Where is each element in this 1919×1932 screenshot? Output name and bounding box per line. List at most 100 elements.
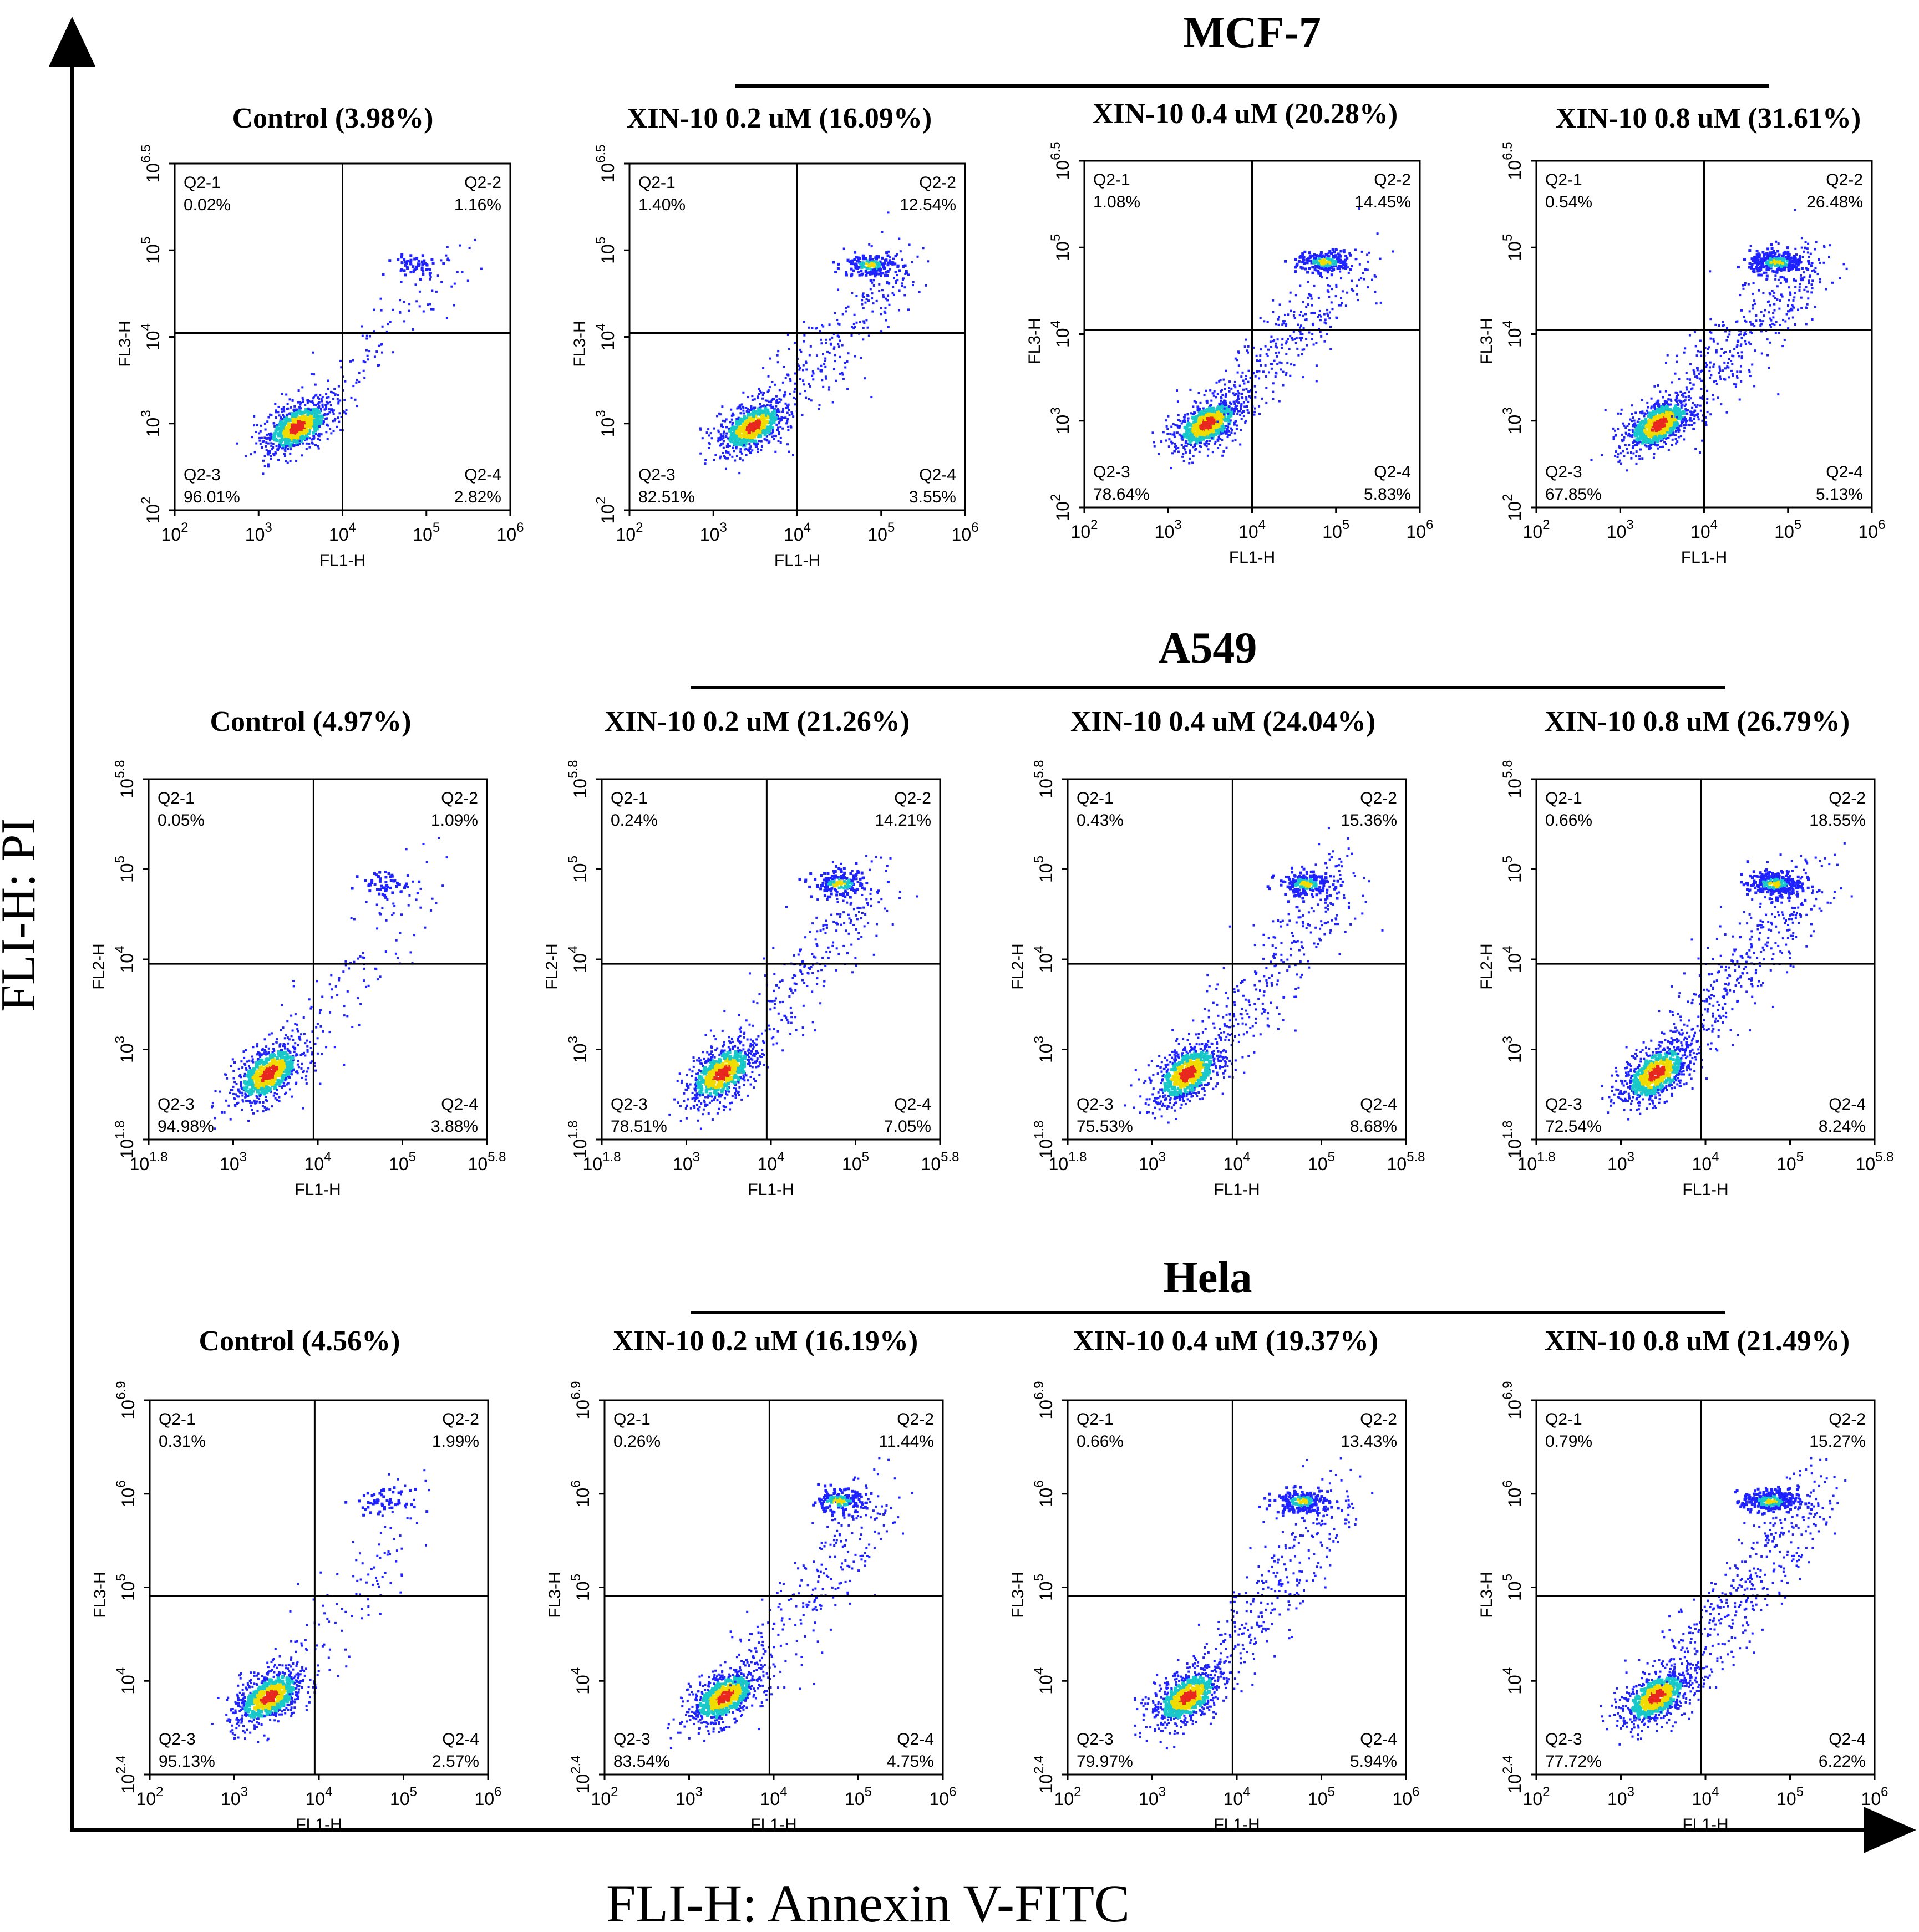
event-dot [1768,268,1770,271]
event-dot [307,410,311,414]
event-dot [308,443,311,445]
event-dot [276,1089,278,1091]
event-dot [1779,324,1781,326]
event-dot [1688,390,1690,393]
event-dot [1722,321,1724,323]
event-dot [296,408,298,411]
event-dot [1751,363,1754,366]
event-dot [713,427,715,430]
event-dot [870,260,874,263]
event-dot [1765,252,1769,255]
event-dot [387,323,389,326]
event-dot [879,267,882,271]
event-dot [1185,430,1189,434]
event-dot [303,415,307,419]
event-dot [1179,425,1181,428]
event-dot [773,438,775,440]
event-dot [887,250,890,253]
event-dot [277,447,280,450]
event-dot [281,410,283,413]
event-dot [850,267,853,271]
event-dot [1331,269,1334,272]
event-dot [855,295,858,297]
quadrant-q3-value: 96.01% [184,488,240,506]
event-dot [1646,401,1649,404]
event-dot [759,418,763,421]
event-dot [862,338,865,341]
event-dot [739,448,742,450]
event-dot [1666,401,1668,404]
event-dot [453,282,456,285]
event-dot [306,401,309,404]
event-dot [1758,289,1760,292]
event-dot [1196,419,1200,423]
event-dot [701,437,704,440]
event-dot [1230,411,1233,415]
event-dot [1299,333,1302,335]
event-dot [1736,375,1738,378]
event-dot [1174,443,1176,445]
event-dot [1294,266,1297,269]
event-dot [1793,278,1795,281]
event-dot [1215,381,1218,384]
event-dot [1653,453,1656,455]
event-dot [1781,345,1784,348]
event-dot [1680,425,1683,428]
event-dot [1785,313,1788,316]
event-dot [1669,434,1672,437]
event-dot [412,265,415,268]
event-dot [331,391,333,394]
event-dot [313,436,316,439]
y-tick-exponent: 2 [139,497,154,504]
event-dot [1327,314,1329,317]
event-dot [1228,380,1231,383]
event-dot [283,1037,286,1040]
event-dot [1307,257,1310,261]
event-dot [306,413,310,416]
event-dot [307,417,311,421]
event-dot [282,414,285,416]
event-dot [1670,399,1673,402]
event-dot [1673,410,1677,414]
event-dot [752,418,755,421]
event-dot [1224,383,1226,386]
event-dot [338,412,341,415]
event-dot [862,261,865,265]
event-dot [784,393,786,396]
event-dot [719,444,721,447]
event-dot [1652,438,1656,442]
event-dot [1232,410,1235,413]
event-dot [750,436,754,439]
event-dot [776,410,779,413]
quadrant-q4-value: 5.13% [1816,485,1863,504]
event-dot [769,421,773,425]
event-dot [1310,297,1313,300]
event-dot [1701,419,1704,422]
event-dot [717,438,720,441]
event-dot [282,1045,285,1048]
event-dot [1240,404,1243,407]
event-dot [886,270,890,273]
y-tick-exponent: 2 [1500,494,1515,501]
event-dot [277,406,280,408]
event-dot [1249,396,1252,399]
event-dot [1366,268,1369,271]
event-dot [856,256,860,260]
event-dot [887,261,890,265]
event-dot [301,414,304,418]
event-dot [1173,450,1176,453]
event-dot [310,373,313,375]
event-dot [344,412,347,415]
x-tick-exponent: 6 [1426,517,1433,532]
panel-title: XIN-10 0.8 uM (31.61%) [1556,103,1861,134]
event-dot [1783,277,1786,281]
event-dot [1623,424,1626,427]
event-dot [757,397,759,399]
event-dot [787,425,790,428]
event-dot [1641,420,1644,424]
event-dot [1620,408,1623,411]
event-dot [253,424,256,427]
event-dot [1662,418,1666,422]
event-dot [1774,264,1777,267]
event-dot [1759,258,1763,261]
